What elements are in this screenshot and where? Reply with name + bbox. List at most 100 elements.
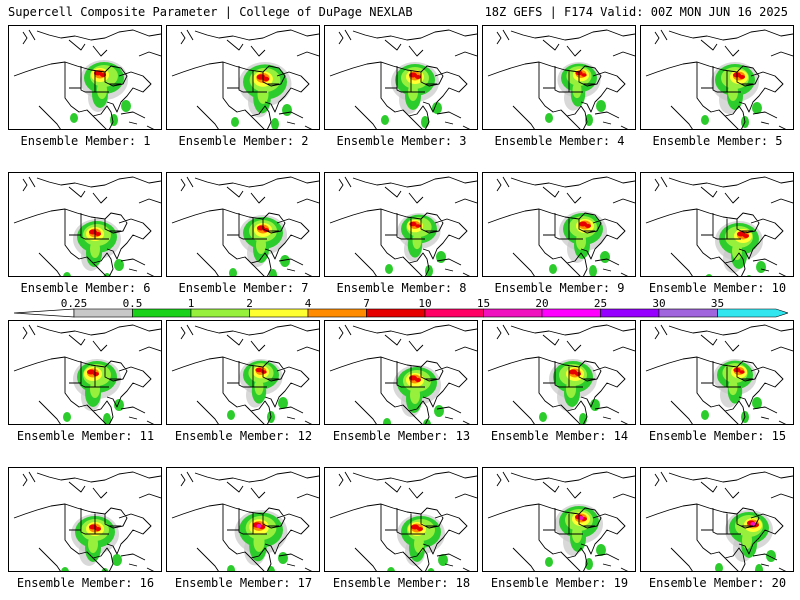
ensemble-member-caption: Ensemble Member: 1 (20, 134, 151, 148)
ensemble-map-panel (166, 25, 320, 130)
ensemble-member-caption: Ensemble Member: 6 (20, 281, 151, 295)
colorbar-tick-label: 2 (246, 298, 253, 310)
colorbar-segment (132, 308, 192, 318)
colorbar-segment (717, 308, 788, 318)
colorbar-tick-label: 10 (418, 298, 431, 310)
map-title: Supercell Composite Parameter | College … (8, 5, 413, 19)
north-america-map (13, 471, 161, 571)
coastline-borders (645, 29, 793, 129)
colorbar-tick-label: 1 (188, 298, 195, 310)
ensemble-member-caption: Ensemble Member: 14 (490, 429, 629, 443)
coastline-borders (329, 324, 477, 424)
north-america-map (329, 29, 477, 129)
north-america-map (645, 324, 793, 424)
north-america-map (487, 324, 635, 424)
colorbar-segment (73, 308, 133, 318)
coastline-borders (13, 324, 161, 424)
coastline-borders (645, 471, 793, 571)
colorbar-segment (307, 308, 367, 318)
colorbar-segment (658, 308, 718, 318)
north-america-map (645, 176, 793, 276)
ensemble-map-panel (640, 172, 794, 277)
ensemble-map-panel (482, 467, 636, 572)
ensemble-map-panel (640, 467, 794, 572)
ensemble-member-caption: Ensemble Member: 12 (174, 429, 313, 443)
colorbar-segment (483, 308, 543, 318)
ensemble-map-panel (166, 172, 320, 277)
ensemble-member-caption: Ensemble Member: 20 (648, 576, 787, 590)
ensemble-map-panel (482, 320, 636, 425)
colorbar-tick-label: 30 (652, 298, 665, 310)
colorbar-segment (190, 308, 250, 318)
north-america-map (645, 29, 793, 129)
colorbar-low-arrow (14, 308, 75, 318)
colorbar-segment (424, 308, 484, 318)
coastline-borders (487, 324, 635, 424)
ensemble-member-caption: Ensemble Member: 2 (178, 134, 309, 148)
coastline-borders (329, 471, 477, 571)
ensemble-member-caption: Ensemble Member: 13 (332, 429, 471, 443)
ensemble-member-caption: Ensemble Member: 4 (494, 134, 625, 148)
ensemble-map-panel (324, 25, 478, 130)
colorbar-tick-label: 35 (711, 298, 724, 310)
ensemble-map-panel (640, 320, 794, 425)
ensemble-map-panel (324, 320, 478, 425)
ensemble-member-caption: Ensemble Member: 17 (174, 576, 313, 590)
ensemble-map-panel (8, 467, 162, 572)
ensemble-map-panel (482, 25, 636, 130)
colorbar-tick-label: 20 (535, 298, 548, 310)
ensemble-member-caption: Ensemble Member: 8 (336, 281, 467, 295)
ensemble-member-caption: Ensemble Member: 15 (648, 429, 787, 443)
ensemble-map-panel (482, 172, 636, 277)
ensemble-map-panel (8, 172, 162, 277)
coastline-borders (329, 29, 477, 129)
north-america-map (171, 176, 319, 276)
coastline-borders (329, 176, 477, 276)
ensemble-member-caption: Ensemble Member: 3 (336, 134, 467, 148)
north-america-map (329, 471, 477, 571)
ensemble-map-panel (166, 320, 320, 425)
north-america-map (487, 29, 635, 129)
north-america-map (171, 324, 319, 424)
ensemble-member-caption: Ensemble Member: 10 (648, 281, 787, 295)
ensemble-map-panel (324, 172, 478, 277)
colorbar-tick-label: 7 (363, 298, 370, 310)
coastline-borders (171, 29, 319, 129)
ensemble-member-caption: Ensemble Member: 7 (178, 281, 309, 295)
colorbar-tick-label: 4 (305, 298, 312, 310)
coastline-borders (171, 176, 319, 276)
north-america-map (487, 176, 635, 276)
run-valid-time: 18Z GEFS | F174 Valid: 00Z MON JUN 16 20… (484, 5, 788, 19)
ensemble-member-caption: Ensemble Member: 9 (494, 281, 625, 295)
colorbar-tick-label: 0.5 (123, 298, 143, 310)
colorbar-segment (600, 308, 660, 318)
ensemble-member-caption: Ensemble Member: 16 (16, 576, 155, 590)
north-america-map (329, 176, 477, 276)
color-scale-bar: 0.25 0.5 1 2 4 7 10 15 20 25 30 35 (14, 298, 788, 318)
coastline-borders (171, 324, 319, 424)
colorbar-tick-label: 25 (594, 298, 607, 310)
ensemble-map-panel (324, 467, 478, 572)
coastline-borders (487, 471, 635, 571)
coastline-borders (645, 324, 793, 424)
coastline-borders (171, 471, 319, 571)
north-america-map (13, 176, 161, 276)
north-america-map (171, 471, 319, 571)
north-america-map (329, 324, 477, 424)
ensemble-member-caption: Ensemble Member: 11 (16, 429, 155, 443)
north-america-map (13, 324, 161, 424)
north-america-map (13, 29, 161, 129)
coastline-borders (13, 176, 161, 276)
coastline-borders (13, 29, 161, 129)
ensemble-map-panel (8, 320, 162, 425)
colorbar-tick-label: 15 (477, 298, 490, 310)
ensemble-map-panel (640, 25, 794, 130)
colorbar-segment (366, 308, 426, 318)
ensemble-member-caption: Ensemble Member: 5 (652, 134, 783, 148)
ensemble-member-caption: Ensemble Member: 18 (332, 576, 471, 590)
colorbar-segment (249, 308, 309, 318)
north-america-map (171, 29, 319, 129)
ensemble-map-panel (8, 25, 162, 130)
coastline-borders (487, 176, 635, 276)
ensemble-member-caption: Ensemble Member: 19 (490, 576, 629, 590)
